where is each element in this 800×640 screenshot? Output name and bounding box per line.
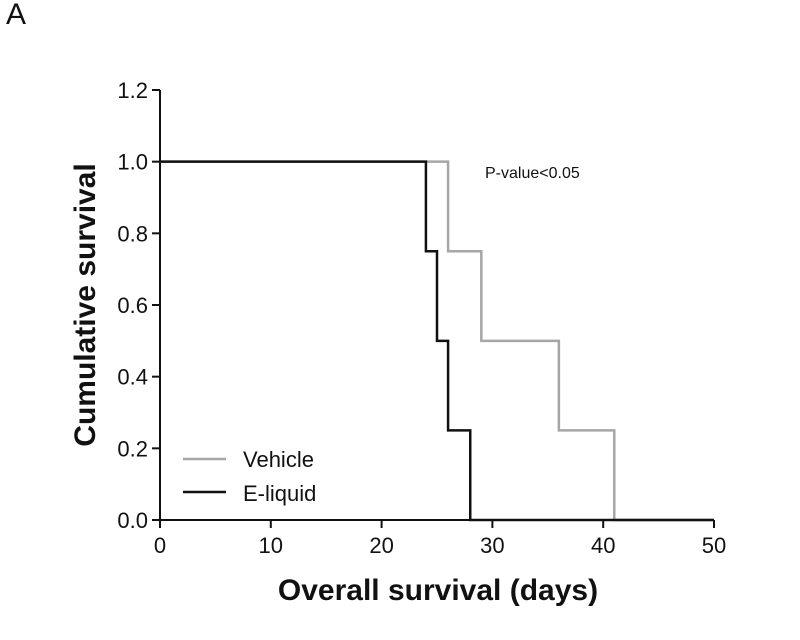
series-line-e-liquid (160, 160, 714, 522)
panel-label: A (6, 0, 27, 31)
y-axis-title: Cumulative survival (69, 163, 102, 446)
y-ticks: 0.0 0.2 0.4 0.6 0.8 1.0 1.2 (117, 78, 160, 533)
legend: Vehicle E-liquid (183, 447, 316, 506)
y-tick-label: 0.4 (117, 365, 148, 390)
y-tick-label: 1.0 (117, 150, 148, 175)
series-layer (160, 160, 714, 522)
y-tick-label: 0.6 (117, 293, 148, 318)
y-tick-label: 0.2 (117, 436, 148, 461)
y-tick-label: 0.8 (117, 221, 148, 246)
legend-label-vehicle: Vehicle (243, 447, 314, 472)
x-tick-label: 30 (480, 533, 504, 558)
x-tick-label: 10 (259, 533, 283, 558)
x-tick-label: 20 (369, 533, 393, 558)
y-tick-label: 1.2 (117, 78, 148, 103)
y-tick-label: 0.0 (117, 508, 148, 533)
legend-label-e-liquid: E-liquid (243, 481, 316, 506)
series-line-vehicle (160, 160, 714, 522)
x-axis-title: Overall survival (days) (278, 574, 598, 607)
x-tick-label: 50 (702, 533, 726, 558)
x-ticks: 0 10 20 30 40 50 (154, 520, 726, 558)
x-tick-label: 40 (591, 533, 615, 558)
p-value-annotation: P-value<0.05 (485, 165, 580, 182)
x-tick-label: 0 (154, 533, 166, 558)
